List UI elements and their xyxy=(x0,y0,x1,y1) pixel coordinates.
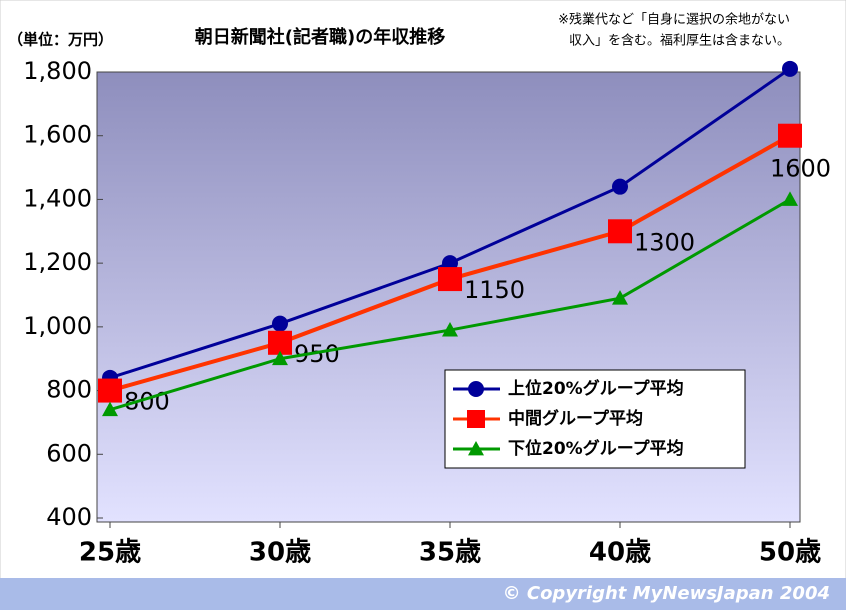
point xyxy=(782,60,798,77)
point xyxy=(468,441,484,456)
point xyxy=(272,350,288,366)
footer: © Copyright MyNewsJapan 2004 xyxy=(503,583,830,604)
y-tick-label: 600 xyxy=(46,439,92,467)
point xyxy=(612,290,628,305)
point xyxy=(468,381,484,397)
point xyxy=(442,322,458,337)
y-tick-label: 800 xyxy=(46,376,92,404)
point xyxy=(608,219,632,244)
y-tick-label: 1,200 xyxy=(23,248,92,276)
note: ※残業代など「自身に選択の余地がない xyxy=(558,12,790,28)
point xyxy=(782,191,798,206)
data-label: 1600 xyxy=(770,155,831,183)
x-tick-label: 35歳 xyxy=(419,538,481,568)
legend-label: 中間グループ平均 xyxy=(508,408,643,429)
data-label: 800 xyxy=(124,388,170,416)
point xyxy=(102,401,118,417)
point xyxy=(438,267,462,292)
chart-title: 朝日新聞社(記者職)の年収推移 xyxy=(195,26,445,48)
x-tick-label: 25歳 xyxy=(79,538,141,568)
y-tick-label: 1,400 xyxy=(23,184,92,212)
legend-label: 下位20%グループ平均 xyxy=(508,438,684,459)
unit-label: （単位：万円） xyxy=(8,31,113,49)
point xyxy=(467,410,485,428)
legend-label: 上位20%グループ平均 xyxy=(508,378,684,399)
y-tick-label: 1,600 xyxy=(23,121,92,149)
x-tick-label: 40歳 xyxy=(589,538,651,568)
y-tick-label: 400 xyxy=(46,503,92,531)
y-tick-label: 1,800 xyxy=(23,57,92,85)
note: 収入」を含む。福利厚生は含まない。 xyxy=(569,33,790,49)
point xyxy=(778,123,802,148)
point xyxy=(612,178,628,195)
data-label: 1300 xyxy=(634,228,695,256)
footer-bar xyxy=(0,578,846,610)
point xyxy=(98,378,122,403)
x-tick-label: 50歳 xyxy=(759,538,821,568)
y-tick-label: 1,000 xyxy=(23,312,92,340)
data-label: 1150 xyxy=(464,276,525,304)
x-tick-label: 30歳 xyxy=(249,538,311,568)
point xyxy=(272,315,288,332)
